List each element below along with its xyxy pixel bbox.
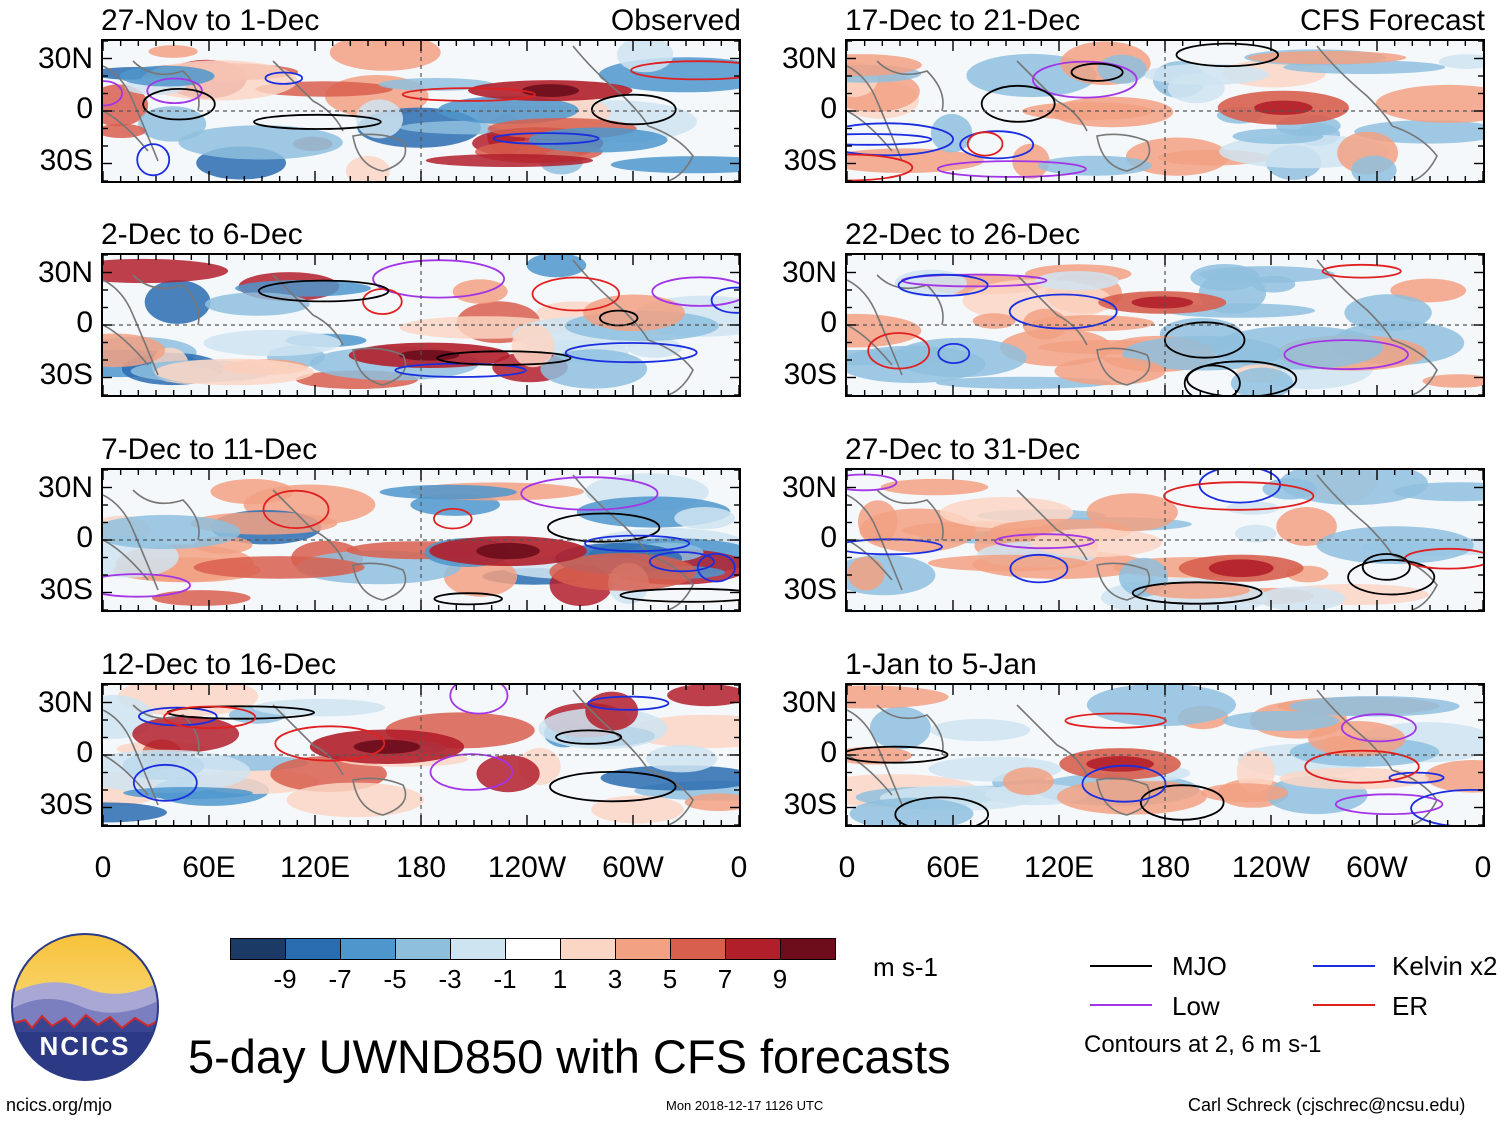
colorbar-swatch xyxy=(670,938,726,960)
y-tick-label: 0 xyxy=(76,521,93,554)
colorbar-swatch xyxy=(285,938,341,960)
colorbar-tick-label: -7 xyxy=(328,964,352,994)
y-tick-label: 30N xyxy=(37,256,93,289)
legend-low-line xyxy=(1090,1004,1152,1006)
y-tick-label: 30S xyxy=(783,788,837,821)
y-tick-label: 0 xyxy=(820,736,837,769)
figure-title: 5-day UWND850 with CFS forecasts xyxy=(188,1030,951,1083)
column-header: CFS Forecast xyxy=(1299,4,1485,37)
y-tick-label: 30S xyxy=(783,573,837,606)
map-panel xyxy=(845,683,1485,827)
y-tick-label: 30N xyxy=(37,42,93,75)
x-tick-label: 0 xyxy=(838,851,856,884)
legend-mjo-line xyxy=(1090,965,1152,967)
panel-title: 17-Dec to 21-Dec xyxy=(845,4,1081,37)
y-tick-label: 30S xyxy=(783,358,837,391)
map-panel xyxy=(101,468,741,612)
y-tick-label: 30N xyxy=(781,42,837,75)
legend-er-line xyxy=(1313,1004,1375,1006)
legend-er-label: ER xyxy=(1392,991,1429,1021)
y-tick-label: 0 xyxy=(76,306,93,339)
panel-title: 12-Dec to 16-Dec xyxy=(101,648,337,681)
x-tick-label: 0 xyxy=(1474,851,1492,884)
footer-url[interactable]: ncics.org/mjo xyxy=(6,1095,113,1115)
colorbar-units: m s-1 xyxy=(873,952,938,982)
panel-title: 7-Dec to 11-Dec xyxy=(101,433,318,466)
x-tick-label: 0 xyxy=(730,851,748,884)
map-panel xyxy=(101,39,741,183)
y-tick-label: 30S xyxy=(783,144,837,177)
map-panel xyxy=(845,39,1485,183)
colorbar-tick-label: 7 xyxy=(717,964,733,994)
panel-title: 27-Nov to 1-Dec xyxy=(101,4,320,37)
column-header: Observed xyxy=(610,4,741,37)
footer-credit: Carl Schreck (cjschrec@ncsu.edu) xyxy=(1188,1095,1466,1115)
colorbar-swatch xyxy=(340,938,396,960)
map-panel xyxy=(845,253,1485,397)
x-tick-label: 180 xyxy=(1139,851,1191,884)
y-tick-label: 30S xyxy=(39,788,93,821)
colorbar-tick-label: -9 xyxy=(273,964,297,994)
x-tick-label: 120E xyxy=(279,851,351,884)
colorbar-tick-label: 9 xyxy=(772,964,788,994)
legend-mjo-label: MJO xyxy=(1172,951,1227,981)
footer-timestamp: Mon 2018-12-17 1126 UTC xyxy=(666,1098,824,1113)
colorbar-tick-label: -1 xyxy=(493,964,517,994)
ncics-logo: NCICS xyxy=(10,932,160,1082)
panel-title: 1-Jan to 5-Jan xyxy=(845,648,1037,681)
colorbar-swatch xyxy=(560,938,616,960)
map-panel xyxy=(845,468,1485,612)
panel-title: 27-Dec to 31-Dec xyxy=(845,433,1081,466)
x-tick-label: 60E xyxy=(926,851,980,884)
legend-kelvin-label: Kelvin x2 xyxy=(1392,951,1498,981)
panel-title: 2-Dec to 6-Dec xyxy=(101,218,303,251)
y-tick-label: 30N xyxy=(37,686,93,719)
y-tick-label: 30N xyxy=(781,256,837,289)
y-tick-label: 0 xyxy=(76,736,93,769)
x-tick-label: 120W xyxy=(487,851,567,884)
x-tick-label: 60W xyxy=(602,851,664,884)
colorbar-tick-label: 1 xyxy=(552,964,568,994)
y-tick-label: 30S xyxy=(39,358,93,391)
colorbar-swatch xyxy=(505,938,561,960)
colorbar-tick-label: -5 xyxy=(383,964,407,994)
colorbar-swatch xyxy=(395,938,451,960)
contour-note: Contours at 2, 6 m s-1 xyxy=(1084,1031,1322,1058)
legend-low-label: Low xyxy=(1172,991,1220,1021)
colorbar-swatch xyxy=(725,938,781,960)
y-tick-label: 30S xyxy=(39,144,93,177)
y-tick-label: 0 xyxy=(820,92,837,125)
x-tick-label: 0 xyxy=(94,851,112,884)
colorbar-swatch xyxy=(450,938,506,960)
logo-text: NCICS xyxy=(39,1031,131,1061)
x-tick-label: 60W xyxy=(1346,851,1408,884)
y-tick-label: 30N xyxy=(37,471,93,504)
colorbar-tick-label: 5 xyxy=(662,964,678,994)
map-panel xyxy=(101,253,741,397)
x-tick-label: 180 xyxy=(395,851,447,884)
colorbar-swatch xyxy=(780,938,836,960)
x-tick-label: 120W xyxy=(1231,851,1311,884)
colorbar-swatch xyxy=(230,938,286,960)
x-tick-label: 120E xyxy=(1023,851,1095,884)
y-tick-label: 0 xyxy=(76,92,93,125)
colorbar-tick-label: 3 xyxy=(607,964,623,994)
y-tick-label: 30N xyxy=(781,686,837,719)
y-tick-label: 30S xyxy=(39,573,93,606)
map-panel xyxy=(101,683,741,827)
colorbar-swatch xyxy=(615,938,671,960)
y-tick-label: 30N xyxy=(781,471,837,504)
y-tick-label: 0 xyxy=(820,306,837,339)
y-tick-label: 0 xyxy=(820,521,837,554)
x-tick-label: 60E xyxy=(182,851,236,884)
legend-kelvin-line xyxy=(1313,965,1375,967)
colorbar-tick-label: -3 xyxy=(438,964,462,994)
panel-title: 22-Dec to 26-Dec xyxy=(845,218,1081,251)
